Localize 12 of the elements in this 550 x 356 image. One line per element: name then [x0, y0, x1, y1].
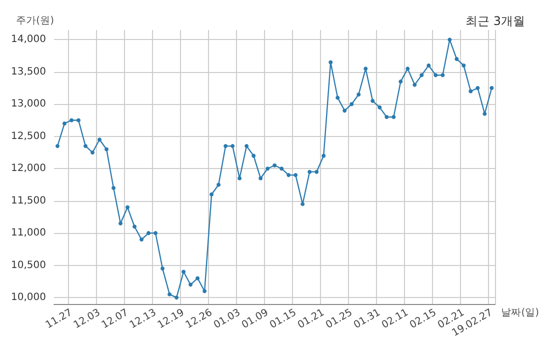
y-axis-title: 주가(원)	[16, 16, 54, 26]
chart-title: 최근 3개월	[466, 14, 526, 28]
y-tick-label: 12,500	[10, 130, 46, 142]
y-tick-label: 14,000	[10, 34, 46, 46]
y-tick-label: 10,000	[10, 292, 46, 304]
y-tick-label: 11,000	[10, 228, 46, 239]
y-tick-label: 10,500	[10, 260, 46, 271]
x-axis-title: 날짜(일)	[501, 308, 540, 318]
y-tick-label: 12,000	[10, 163, 46, 174]
y-tick-label: 11,500	[10, 195, 46, 206]
y-tick-label: 13,000	[10, 98, 46, 110]
y-tick-label: 13,500	[10, 66, 46, 78]
